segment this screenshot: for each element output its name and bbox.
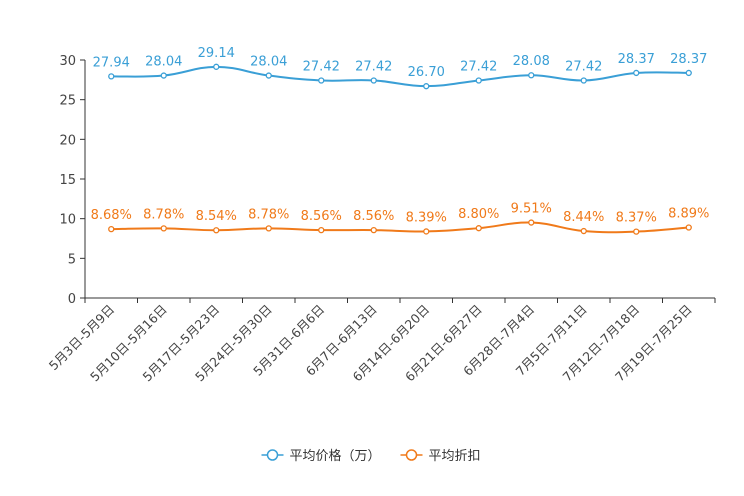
y-tick-label: 30 <box>59 54 76 69</box>
y-tick-label: 15 <box>59 173 76 188</box>
data-label: 8.89% <box>668 206 709 221</box>
data-label: 28.04 <box>145 55 182 70</box>
data-point <box>265 72 272 79</box>
data-label: 8.54% <box>196 209 237 224</box>
data-label: 27.42 <box>565 59 602 74</box>
data-point <box>633 228 640 235</box>
y-tick-label: 25 <box>59 94 76 109</box>
data-label: 8.80% <box>458 207 499 222</box>
data-point <box>108 225 115 233</box>
data-label: 8.68% <box>91 208 132 223</box>
data-point <box>475 77 482 84</box>
data-point <box>265 225 272 232</box>
data-point <box>528 72 535 79</box>
data-label: 26.70 <box>408 65 445 80</box>
data-label: 29.14 <box>198 46 235 61</box>
data-label: 27.42 <box>460 59 497 74</box>
data-label: 8.56% <box>301 209 342 224</box>
data-label: 8.56% <box>353 209 394 224</box>
data-point <box>685 224 692 231</box>
data-label: 28.08 <box>513 54 550 69</box>
data-label: 8.78% <box>143 207 184 222</box>
data-point <box>160 72 167 79</box>
data-point <box>685 69 692 77</box>
data-label: 8.44% <box>563 210 604 225</box>
data-label: 28.37 <box>670 52 707 67</box>
data-label: 8.78% <box>248 207 289 222</box>
y-tick-label: 10 <box>59 213 76 228</box>
y-tick-label: 5 <box>68 252 76 267</box>
legend-label-2: 平均折扣 <box>429 449 481 464</box>
data-point <box>370 226 377 234</box>
data-point <box>213 227 220 234</box>
data-point <box>528 219 535 226</box>
legend-marker-1 <box>266 449 279 461</box>
data-point <box>108 73 115 80</box>
data-point <box>423 228 430 235</box>
data-label: 28.37 <box>618 52 655 67</box>
legend-marker-2 <box>405 449 418 461</box>
data-label: 27.42 <box>303 59 340 74</box>
data-point <box>160 225 167 232</box>
data-point <box>318 77 325 84</box>
data-label: 8.37% <box>616 211 657 226</box>
data-label: 27.94 <box>93 55 130 70</box>
data-label: 27.42 <box>355 59 392 74</box>
data-point <box>318 226 325 234</box>
data-point <box>633 69 640 77</box>
data-point <box>580 77 587 84</box>
series-line-1 <box>111 65 689 88</box>
series-line-2 <box>111 221 689 234</box>
legend-label-1: 平均价格（万） <box>290 448 381 464</box>
data-label: 8.39% <box>406 210 447 225</box>
data-point <box>580 227 587 235</box>
data-point <box>423 83 430 90</box>
y-tick-label: 0 <box>68 292 76 307</box>
y-tick-label: 20 <box>59 133 76 148</box>
data-point <box>370 77 377 84</box>
data-point <box>475 225 482 232</box>
data-point <box>213 63 220 70</box>
data-label: 28.04 <box>250 55 287 70</box>
data-label: 9.51% <box>511 202 552 217</box>
